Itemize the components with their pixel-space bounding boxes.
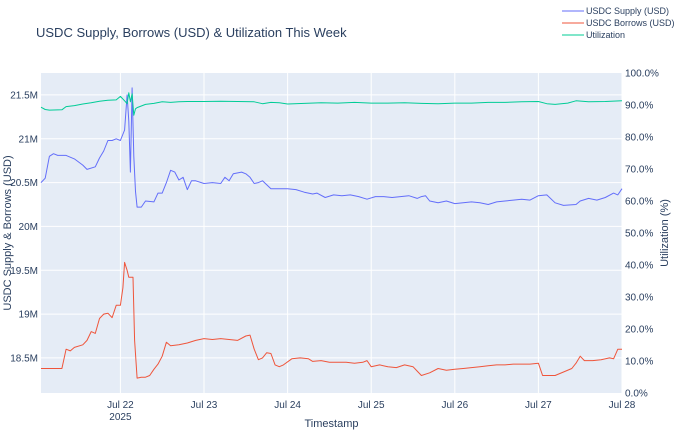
legend-label: USDC Borrows (USD) bbox=[586, 18, 675, 28]
legend-item[interactable]: USDC Borrows (USD) bbox=[562, 18, 675, 28]
x-tick-year-label: 2025 bbox=[109, 412, 132, 423]
y2-tick-label: 90.0% bbox=[625, 101, 653, 112]
series-line-usdc-borrows-usd[interactable] bbox=[41, 261, 622, 379]
y-tick-label: 20.5M bbox=[10, 178, 38, 189]
gridlines bbox=[41, 73, 623, 393]
series-layer bbox=[40, 87, 623, 379]
x-tick-label: Jul 26 bbox=[441, 400, 468, 411]
y2-tick-label: 20.0% bbox=[625, 325, 653, 336]
x-tick-label: Jul 27 bbox=[525, 400, 552, 411]
y-tick-label: 19.5M bbox=[10, 266, 38, 277]
y2-tick-label: 50.0% bbox=[625, 229, 653, 240]
legend-label: Utilization bbox=[586, 30, 625, 40]
chart-title: USDC Supply, Borrows (USD) & Utilization… bbox=[36, 25, 347, 40]
x-tick-label: Jul 24 bbox=[274, 400, 301, 411]
x-tick-label: Jul 23 bbox=[191, 400, 218, 411]
legend[interactable]: USDC Supply (USD) USDC Borrows (USD) Utili… bbox=[562, 6, 675, 40]
y2-tick-label: 40.0% bbox=[625, 261, 653, 272]
y2-axis-ticks: 0.0% 10.0% 20.0% 30.0% 40.0% 50.0% 60.0% 70.0% 8… bbox=[625, 69, 659, 400]
legend-label: USDC Supply (USD) bbox=[586, 6, 669, 16]
y2-tick-label: 100.0% bbox=[625, 69, 659, 80]
y2-tick-label: 70.0% bbox=[625, 165, 653, 176]
x-tick-label: Jul 22 bbox=[107, 400, 134, 411]
y-axis-ticks: 18.5M 19M 19.5M 20M 20.5M 21M 21.5M bbox=[10, 90, 38, 364]
x-tick-label: Jul 28 bbox=[609, 400, 636, 411]
x-tick-label: Jul 25 bbox=[358, 400, 385, 411]
y2-tick-label: 60.0% bbox=[625, 197, 653, 208]
y2-tick-label: 30.0% bbox=[625, 293, 653, 304]
y2-axis-label: Utilization (%) bbox=[659, 199, 671, 267]
legend-item[interactable]: Utilization bbox=[562, 30, 625, 40]
series-line-usdc-supply-usd[interactable] bbox=[40, 87, 623, 208]
y2-tick-label: 80.0% bbox=[625, 133, 653, 144]
y-tick-label: 20M bbox=[19, 222, 38, 233]
y-tick-label: 21.5M bbox=[10, 90, 38, 101]
legend-item[interactable]: USDC Supply (USD) bbox=[562, 6, 669, 16]
y-tick-label: 18.5M bbox=[10, 353, 38, 364]
plot-area bbox=[41, 73, 622, 393]
series-line-utilization[interactable] bbox=[40, 92, 623, 116]
y2-tick-label: 0.0% bbox=[625, 389, 648, 400]
y-tick-label: 21M bbox=[19, 134, 38, 145]
y2-tick-label: 10.0% bbox=[625, 357, 653, 368]
x-axis-label: Timestamp bbox=[305, 418, 359, 430]
y-axis-label: USDC Supply & Borrows (USD) bbox=[2, 155, 14, 310]
y-tick-label: 19M bbox=[19, 310, 38, 321]
